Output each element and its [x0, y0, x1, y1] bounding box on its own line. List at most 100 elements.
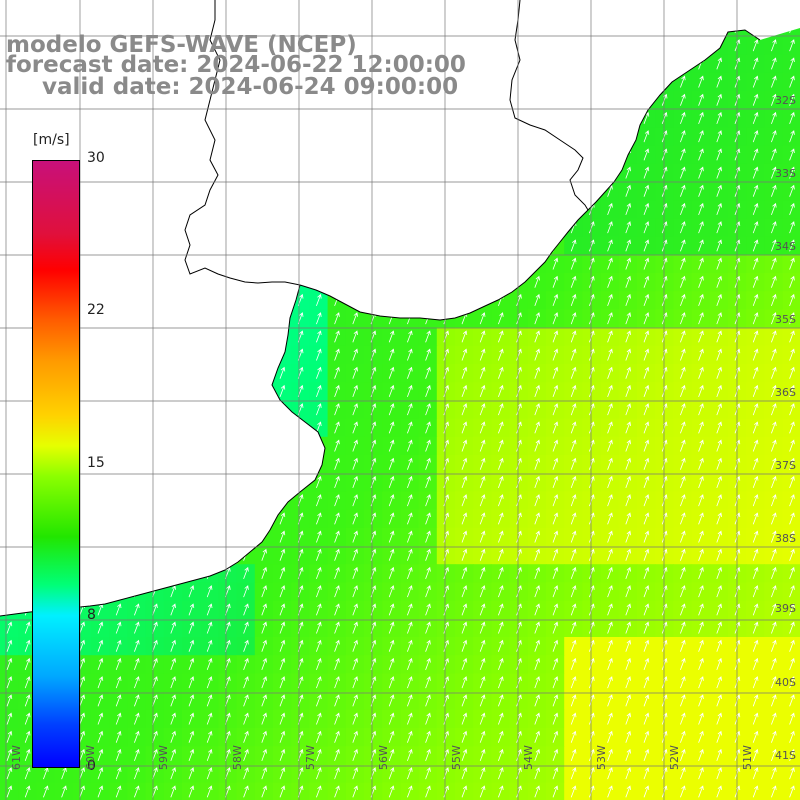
- wind-arrow: [425, 475, 431, 489]
- wind-arrow: [334, 712, 340, 725]
- wind-arrow: [680, 148, 686, 161]
- wind-arrow: [716, 202, 722, 216]
- wind-arrow: [407, 548, 413, 561]
- wind-arrow: [680, 348, 686, 361]
- wind-arrow: [589, 530, 595, 543]
- wind-arrow: [97, 785, 104, 798]
- wind-arrow: [680, 293, 686, 307]
- wind-arrow: [407, 475, 413, 489]
- wind-arrow: [698, 785, 704, 798]
- wind-arrow: [789, 202, 795, 216]
- wind-arrow: [425, 530, 431, 543]
- wind-arrow: [498, 312, 504, 325]
- wind-arrow: [752, 166, 759, 179]
- wind-arrow: [316, 566, 322, 580]
- wind-arrow: [407, 767, 413, 780]
- wind-arrow: [334, 475, 340, 489]
- wind-arrow: [625, 366, 631, 379]
- wind-arrow: [498, 457, 504, 470]
- wind-arrow: [789, 548, 795, 561]
- wind-arrow: [279, 712, 286, 725]
- wind-arrow: [680, 75, 686, 88]
- wind-arrow: [789, 75, 795, 88]
- wind-arrow: [607, 512, 613, 525]
- wind-arrow: [589, 566, 595, 580]
- wind-arrow: [625, 512, 631, 525]
- wind-arrow: [534, 639, 540, 652]
- wind-arrow: [716, 293, 722, 307]
- wind-arrow: [643, 348, 650, 361]
- wind-arrow: [79, 767, 85, 780]
- wind-arrow: [352, 676, 358, 689]
- wind-arrow: [498, 712, 504, 725]
- wind-arrow: [607, 639, 613, 652]
- wind-arrow: [352, 457, 358, 470]
- wind-arrow: [789, 603, 795, 616]
- wind-arrow: [752, 239, 759, 252]
- wind-arrow: [498, 603, 504, 616]
- wind-arrow: [97, 657, 104, 671]
- wind-arrow: [97, 621, 104, 634]
- wind-arrow: [771, 130, 777, 143]
- wind-arrow: [552, 639, 559, 652]
- wind-arrow: [716, 93, 722, 106]
- wind-arrow: [752, 75, 759, 88]
- wind-arrow: [534, 712, 540, 725]
- wind-arrow: [570, 676, 577, 689]
- wind-arrow: [789, 767, 795, 780]
- wind-arrow: [643, 548, 650, 561]
- wind-arrow: [789, 712, 795, 725]
- wind-arrow: [461, 366, 468, 379]
- wind-arrow: [261, 566, 267, 580]
- wind-arrow: [771, 566, 777, 580]
- wind-arrow: [443, 621, 449, 634]
- wind-arrow: [461, 585, 468, 598]
- wind-arrow: [461, 785, 468, 798]
- wind-arrow: [407, 330, 413, 343]
- wind-arrow: [24, 657, 31, 671]
- wind-arrow: [752, 712, 759, 725]
- wind-arrow: [589, 257, 595, 270]
- wind-arrow: [552, 748, 559, 762]
- wind-arrow: [407, 657, 413, 671]
- wind-arrow: [316, 585, 322, 598]
- wind-arrow: [589, 348, 595, 361]
- wind-arrow: [334, 494, 340, 507]
- wind-arrow: [716, 548, 722, 561]
- wind-arrow: [680, 166, 686, 179]
- wind-arrow: [24, 621, 31, 634]
- wind-arrow: [115, 730, 122, 743]
- wind-arrow: [97, 712, 104, 725]
- wind-arrow: [643, 639, 650, 652]
- wind-arrow: [516, 767, 522, 780]
- wind-arrow: [443, 748, 449, 762]
- map-title: modelo GEFS-WAVE (NCEP): [6, 32, 357, 58]
- wind-arrow: [534, 348, 540, 361]
- wind-arrow: [316, 403, 322, 416]
- wind-arrow: [570, 494, 577, 507]
- wind-arrow: [771, 530, 777, 543]
- wind-arrow: [643, 239, 650, 252]
- wind-arrow: [570, 348, 577, 361]
- wind-arrow: [115, 694, 122, 707]
- wind-arrow: [552, 712, 559, 725]
- wind-arrow: [425, 494, 431, 507]
- wind-arrow: [534, 293, 540, 307]
- wind-arrow: [552, 421, 559, 434]
- wind-arrow: [589, 293, 595, 307]
- wind-arrow: [388, 494, 395, 507]
- wind-arrow: [479, 585, 486, 598]
- wind-arrow: [461, 530, 468, 543]
- lon-label: 61W: [10, 745, 23, 770]
- wind-arrow: [698, 457, 704, 470]
- wind-arrow: [625, 621, 631, 634]
- wind-arrow: [188, 712, 195, 725]
- wind-arrow: [552, 439, 559, 452]
- wind-arrow: [771, 730, 777, 743]
- wind-arrow: [589, 585, 595, 598]
- wind-arrow: [498, 767, 504, 780]
- wind-arrow: [771, 275, 777, 288]
- wind-arrow: [552, 457, 559, 470]
- wind-arrow: [534, 330, 540, 343]
- wind-arrow: [188, 676, 195, 689]
